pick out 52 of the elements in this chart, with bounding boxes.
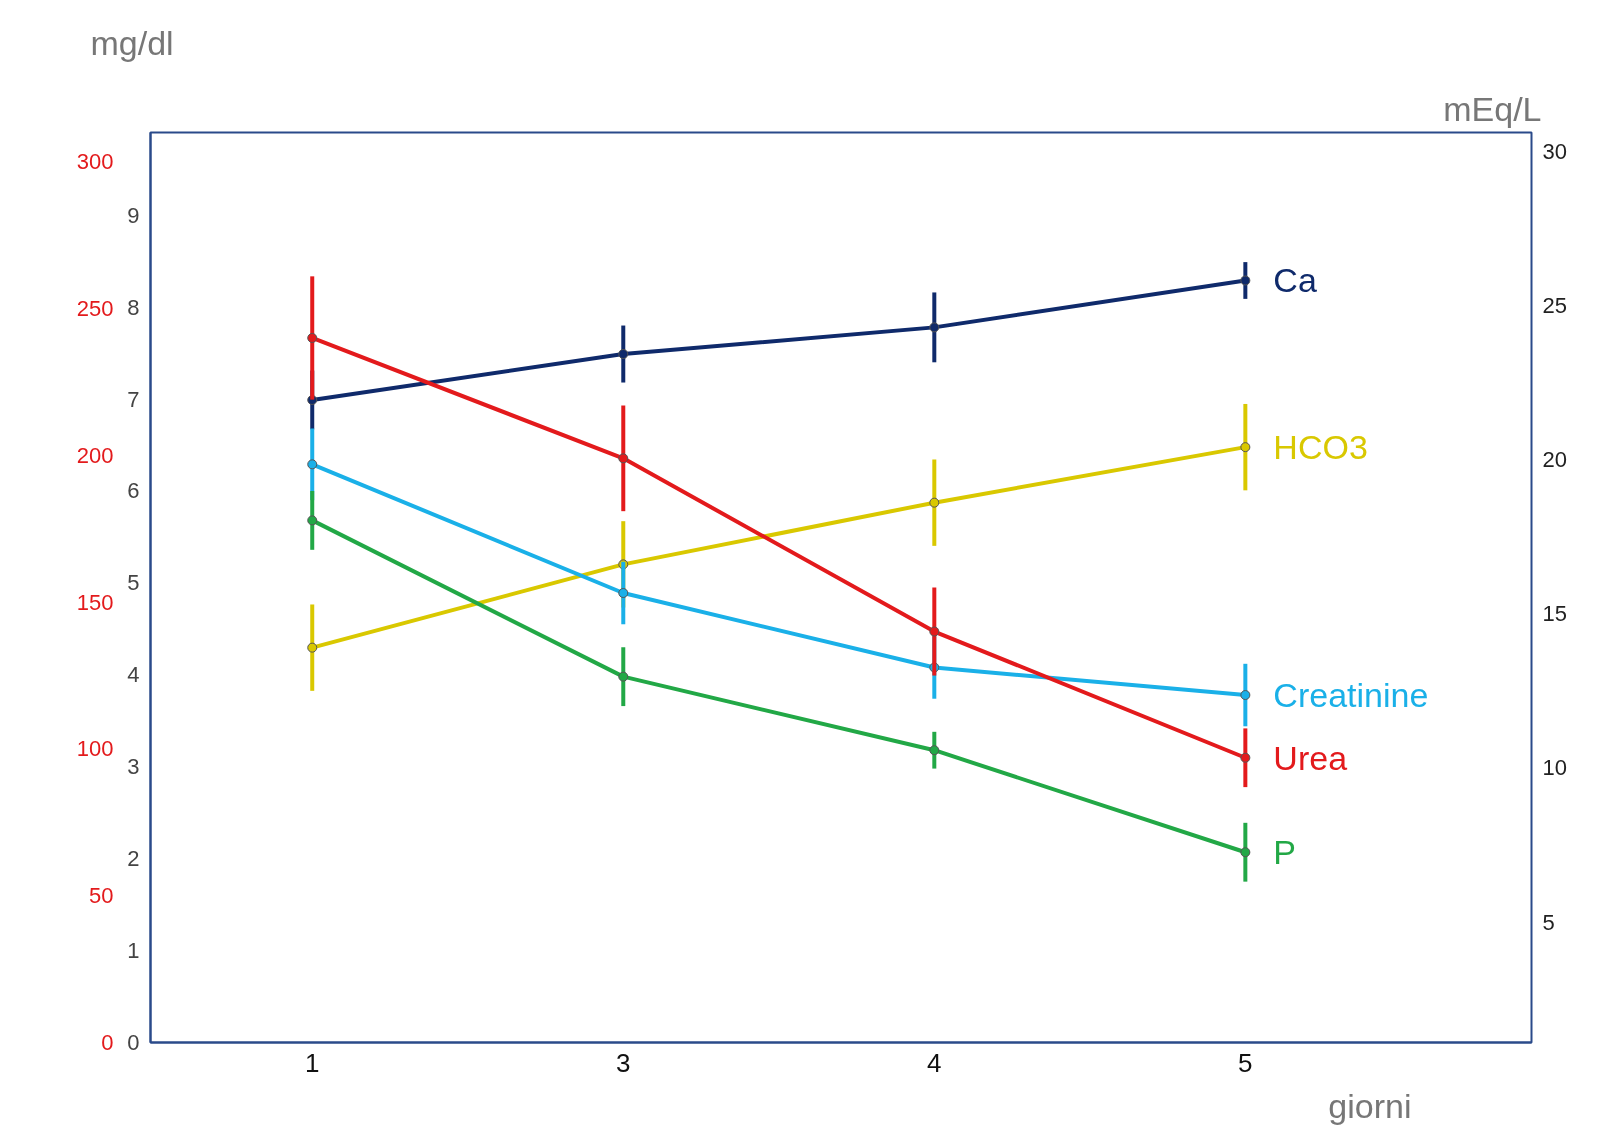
y3-tick-label: 300	[76, 149, 114, 175]
x-tick-label: 3	[616, 1047, 631, 1078]
y3-tick-label: 50	[89, 883, 114, 909]
x-tick-label: 1	[305, 1047, 320, 1078]
series-label: Ca	[1273, 261, 1317, 300]
point	[618, 588, 629, 599]
point	[1240, 275, 1251, 286]
y3-tick-label: 100	[76, 736, 114, 762]
series-label: Urea	[1273, 738, 1348, 777]
y3-tick-label: 0	[101, 1030, 114, 1055]
point	[618, 671, 629, 682]
y-tick-label: 6	[127, 478, 140, 504]
point	[1240, 847, 1251, 858]
y2-tick-label: 30	[1542, 138, 1567, 164]
y2-tick-label: 20	[1542, 446, 1567, 472]
point	[1240, 690, 1251, 701]
y-tick-label: 4	[127, 662, 140, 688]
point	[307, 459, 318, 470]
point	[929, 497, 940, 508]
point	[307, 642, 318, 653]
y2-tick-label: 10	[1542, 755, 1567, 781]
series-label: P	[1273, 833, 1297, 872]
y-tick-label: 2	[127, 846, 140, 872]
y-tick-label: 8	[127, 294, 140, 320]
y-tick-label: 3	[127, 754, 140, 780]
y-tick-label: 1	[127, 938, 140, 964]
y2-axis-title: mEq/L	[1443, 89, 1542, 128]
point	[929, 626, 940, 637]
y3-tick-label: 200	[76, 442, 114, 468]
series-label: HCO3	[1273, 428, 1368, 467]
y2-tick-label: 5	[1542, 909, 1555, 935]
y-tick-label: 9	[127, 202, 140, 228]
point	[307, 332, 318, 343]
point	[618, 453, 629, 464]
y3-tick-label: 150	[76, 589, 114, 615]
y-tick-label: 5	[127, 570, 140, 596]
series-label: Creatinine	[1273, 676, 1429, 715]
point	[1240, 752, 1251, 763]
point	[618, 349, 629, 360]
x-tick-label: 4	[927, 1047, 942, 1078]
x-tick-label: 5	[1238, 1047, 1253, 1078]
y-tick-label: 0	[127, 1030, 140, 1055]
y2-tick-label: 15	[1542, 601, 1567, 627]
point	[1240, 442, 1251, 453]
point	[929, 322, 940, 333]
y-axis-title: mg/dl	[90, 23, 174, 62]
x-axis-title: giorni	[1328, 1086, 1412, 1125]
y-tick-label: 7	[127, 386, 140, 412]
y3-tick-label: 250	[76, 296, 114, 322]
point	[929, 745, 940, 756]
point	[307, 515, 318, 526]
y2-tick-label: 25	[1542, 292, 1567, 318]
